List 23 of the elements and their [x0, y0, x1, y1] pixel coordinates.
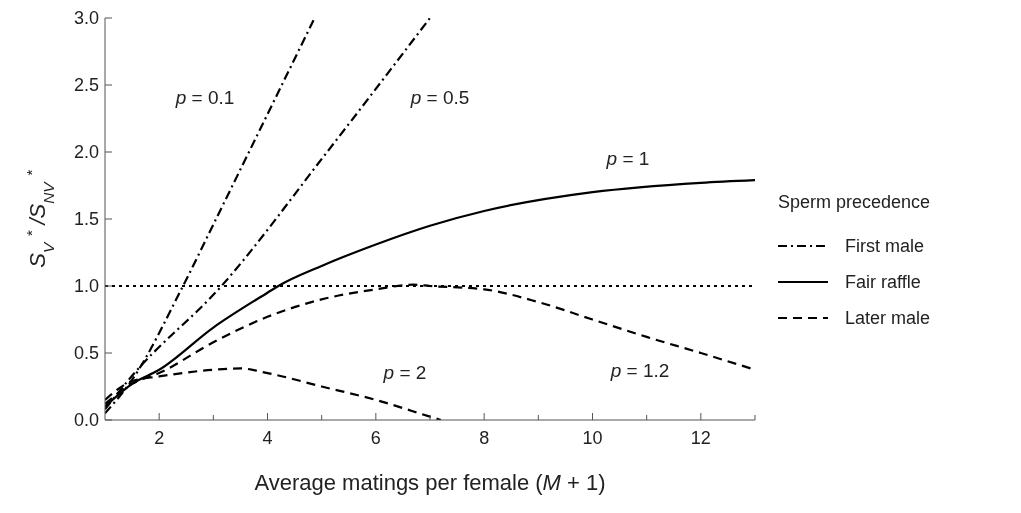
x-tick-label: 12	[690, 428, 711, 448]
annotation: p = 1.2	[609, 359, 670, 381]
legend-label: First male	[845, 236, 925, 257]
x-tick-label: 10	[582, 428, 603, 448]
y-tick-label: 3.0	[73, 8, 99, 29]
annotation: p = 1	[605, 147, 650, 169]
annotation: p = 0.1	[174, 86, 235, 108]
y-tick-label: 2.0	[73, 142, 99, 163]
y-tick-label: 2.5	[73, 75, 99, 96]
legend-label: Fair raffle	[845, 272, 921, 293]
x-tick-label: 6	[370, 428, 381, 448]
legend-label: Later male	[845, 308, 931, 329]
y-tick-label: 0.5	[73, 343, 99, 364]
x-tick-label: 4	[262, 428, 273, 448]
x-axis-title: Average matings per female (M + 1)	[254, 470, 606, 495]
annotation: p = 2	[382, 361, 427, 383]
annotation: p = 0.5	[409, 86, 470, 108]
x-tick-label: 2	[154, 428, 165, 448]
x-tick-label: 8	[479, 428, 490, 448]
y-tick-label: 1.5	[73, 209, 99, 230]
y-tick-label: 0.0	[73, 410, 99, 431]
legend-title: Sperm precedence	[778, 192, 931, 212]
y-tick-label: 1.0	[73, 276, 99, 297]
